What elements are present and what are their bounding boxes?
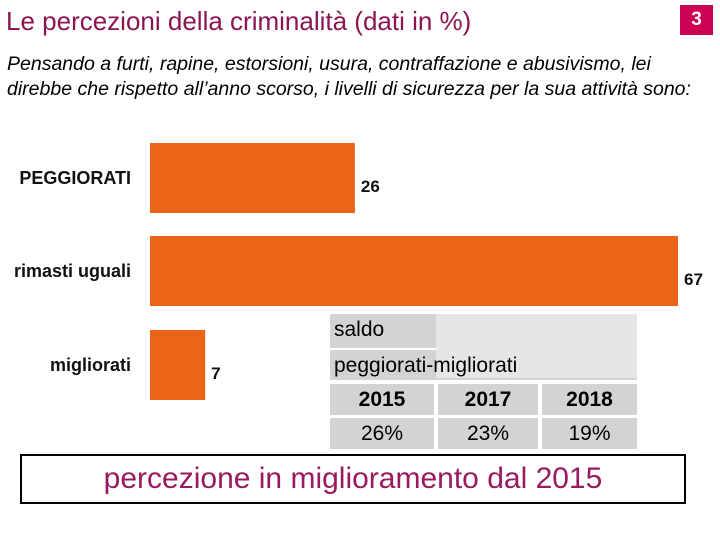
page-title: Le percezioni della criminalità (dati in… xyxy=(6,6,472,36)
category-label: rimasti uguali xyxy=(14,261,131,281)
saldo-year-2017: 2017 xyxy=(438,384,538,415)
value-label: 26 xyxy=(361,177,380,196)
bar-migliorati xyxy=(150,330,206,400)
saldo-caption-line2: peggiorati-migliorati xyxy=(334,354,518,377)
category-label: migliorati xyxy=(50,355,131,375)
value-label: 67 xyxy=(684,270,703,289)
page-number-badge: 3 xyxy=(680,5,713,35)
survey-question: Pensando a furti, rapine, estorsioni, us… xyxy=(7,53,691,100)
conclusion-box: percezione in miglioramento dal 2015 xyxy=(20,454,686,504)
saldo-caption-bg-side xyxy=(436,314,637,378)
saldo-table: saldo peggiorati-migliorati 2015 2017 20… xyxy=(330,314,637,449)
saldo-year-2015: 2015 xyxy=(330,384,434,415)
saldo-value-2017: 23% xyxy=(438,418,538,449)
saldo-year-2018: 2018 xyxy=(542,384,637,415)
bar-peggiorati xyxy=(150,143,355,213)
saldo-caption-line1: saldo xyxy=(334,318,385,341)
saldo-value-2018: 19% xyxy=(542,418,637,449)
category-label: PEGGIORATI xyxy=(19,168,131,188)
saldo-value-2015: 26% xyxy=(330,418,434,449)
value-label: 7 xyxy=(211,364,220,383)
bar-rimasti-uguali xyxy=(150,236,678,306)
bar-chart: PEGGIORATI rimasti uguali migliorati 26 67 7 xyxy=(14,143,703,400)
